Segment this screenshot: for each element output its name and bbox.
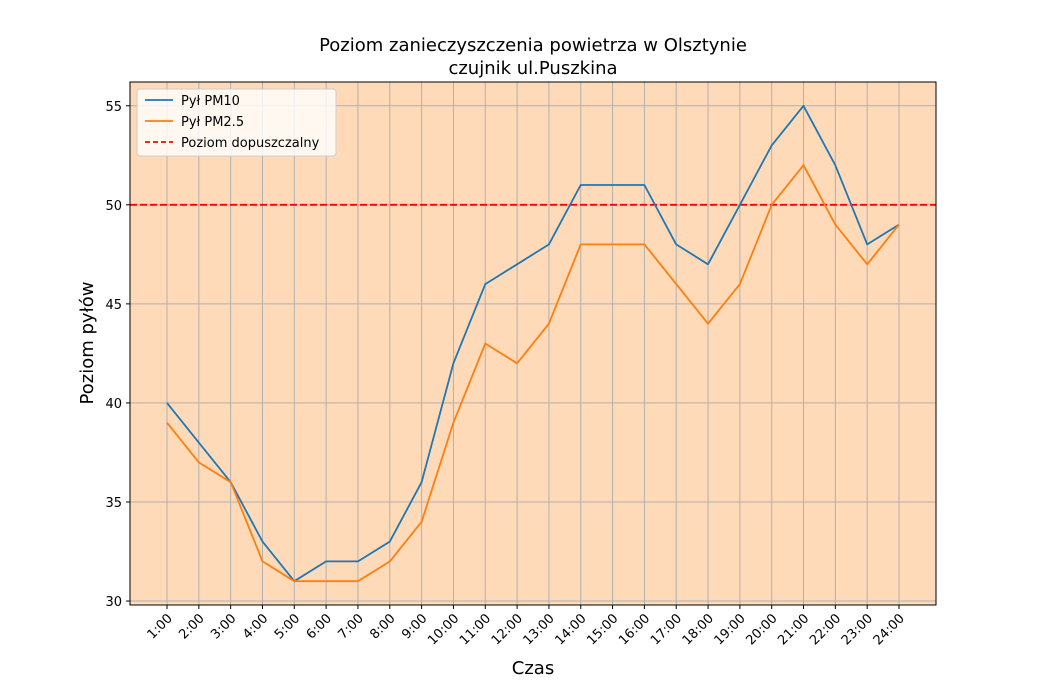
x-tick-label: 10:00 [425,611,462,648]
legend-label: Pył PM2.5 [181,115,244,130]
legend-label: Pył PM10 [181,94,240,109]
x-axis: 1:00 2:00 3:00 4:00 5:00 6:00 7:00 8:00 9:0010:0… [145,605,908,648]
legend-box [136,88,337,157]
plot-frame [129,81,937,606]
x-tick-label: 2:00 [176,611,207,642]
x-tick-label: 16:00 [616,611,653,648]
y-tick-label: 30 [105,595,122,610]
x-tick-label: 15:00 [584,611,621,648]
y-tick-label: 40 [105,397,122,412]
legend-label: Poziom dopuszczalny [181,136,320,151]
y-tick-label: 35 [105,496,122,511]
x-tick-label: 6:00 [304,611,335,642]
x-tick-label: 24:00 [871,611,908,648]
x-tick-label: 8:00 [367,611,398,642]
y-axis: 30 35 40 45 50 55 [105,100,130,610]
series-line-0 [166,104,900,583]
y-tick-label: 55 [105,100,122,115]
y-tick-label: 45 [105,298,122,313]
x-tick-label: 20:00 [743,611,780,648]
x-tick-label: 11:00 [457,611,494,648]
series-line-1 [166,164,900,583]
x-tick-label: 4:00 [240,611,271,642]
x-tick-label: 21:00 [775,611,812,648]
x-tick-label: 1:00 [145,611,176,642]
y-axis-label: Poziom pyłów [77,282,98,405]
chart-title: Poziom zanieczyszczenia powietrza w Olsz… [319,35,747,56]
x-tick-label: 14:00 [552,611,589,648]
y-tick-label: 50 [105,199,122,214]
x-tick-label: 13:00 [521,611,558,648]
x-tick-label: 12:00 [489,611,526,648]
x-tick-label: 7:00 [336,611,367,642]
x-tick-label: 19:00 [712,611,749,648]
x-tick-label: 22:00 [807,611,844,648]
x-tick-label: 3:00 [208,611,239,642]
chart-subtitle: czujnik ul.Puszkina [448,58,617,79]
x-tick-label: 5:00 [272,611,303,642]
x-axis-label: Czas [512,658,554,679]
legend: Pył PM10 Pył PM2.5 Poziom dopuszczalny [136,88,337,157]
plot-area [129,81,937,606]
x-tick-label: 18:00 [680,611,717,648]
x-tick-label: 23:00 [839,611,876,648]
x-tick-label: 17:00 [648,611,685,648]
